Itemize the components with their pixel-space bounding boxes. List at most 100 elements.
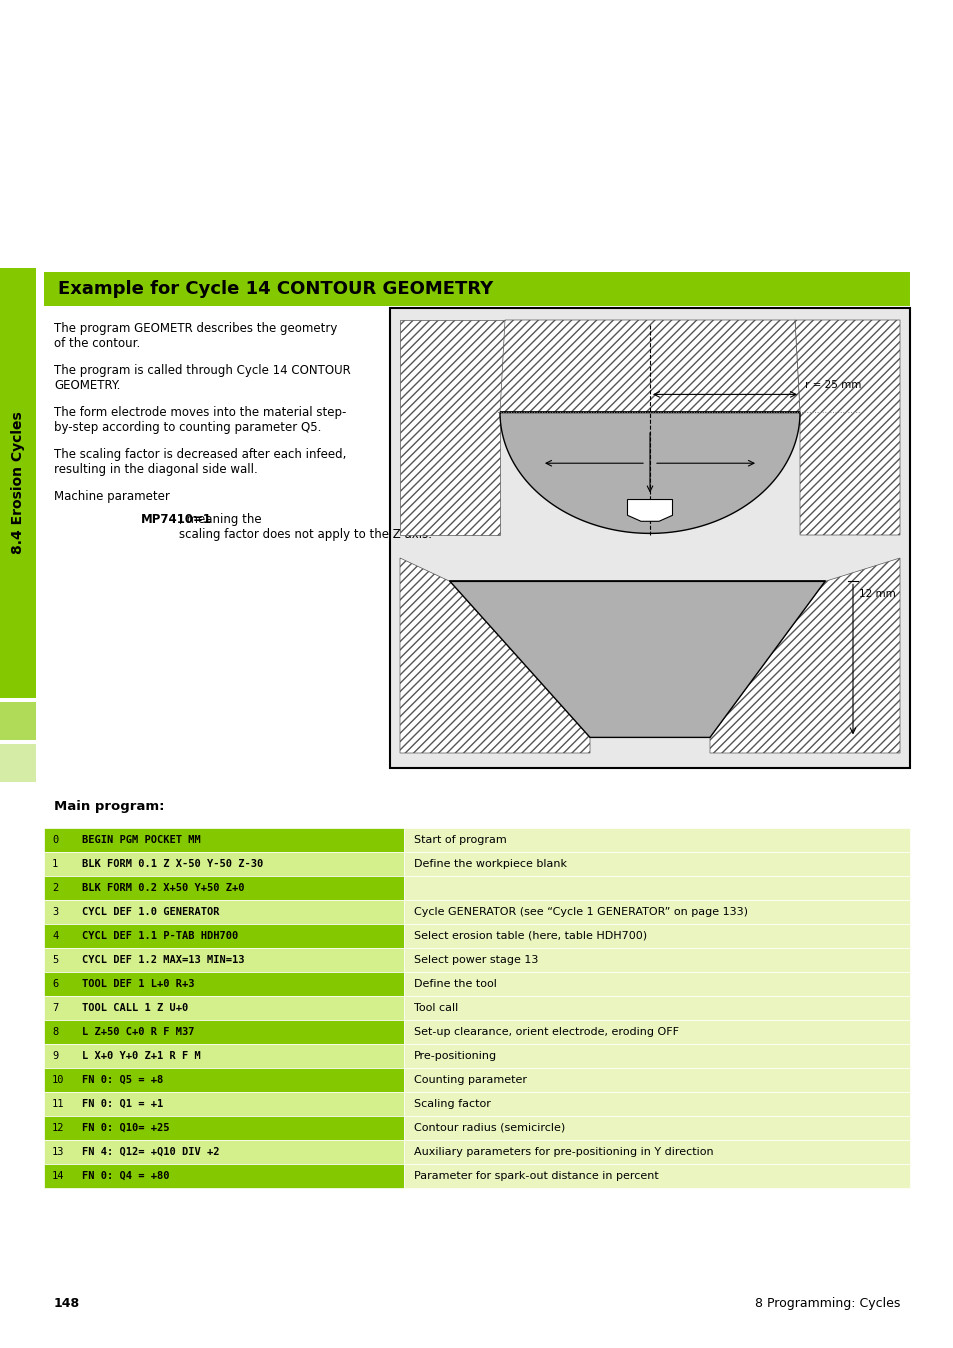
- Bar: [44, 876, 403, 900]
- Bar: [44, 972, 403, 996]
- Bar: [44, 948, 403, 972]
- Text: BLK FORM 0.1 Z X-50 Y-50 Z-30: BLK FORM 0.1 Z X-50 Y-50 Z-30: [82, 859, 263, 869]
- Polygon shape: [499, 412, 800, 534]
- Polygon shape: [794, 319, 899, 535]
- Text: Define the tool: Define the tool: [414, 979, 497, 989]
- Bar: [390, 307, 909, 768]
- Text: 3: 3: [52, 907, 58, 917]
- Text: The program GEOMETR describes the geometry
of the contour.: The program GEOMETR describes the geomet…: [54, 322, 337, 350]
- Text: 8: 8: [52, 1027, 58, 1037]
- Text: CYCL DEF 1.2 MAX=13 MIN=13: CYCL DEF 1.2 MAX=13 MIN=13: [82, 954, 244, 965]
- Text: CYCL DEF 1.0 GENERATOR: CYCL DEF 1.0 GENERATOR: [82, 907, 219, 917]
- Text: L Z+50 C+0 R F M37: L Z+50 C+0 R F M37: [82, 1027, 194, 1037]
- Text: Example for Cycle 14 CONTOUR GEOMETRY: Example for Cycle 14 CONTOUR GEOMETRY: [58, 280, 493, 298]
- Text: Contour radius (semicircle): Contour radius (semicircle): [414, 1123, 565, 1134]
- Text: 12: 12: [52, 1123, 65, 1134]
- Text: Tool call: Tool call: [414, 1003, 457, 1012]
- Text: Select power stage 13: Select power stage 13: [414, 954, 537, 965]
- Text: The form electrode moves into the material step-
by-step according to counting p: The form electrode moves into the materi…: [54, 406, 346, 434]
- Text: 10: 10: [52, 1074, 65, 1085]
- Bar: [44, 828, 403, 852]
- Text: 11: 11: [52, 1099, 65, 1109]
- Text: 2: 2: [52, 883, 58, 892]
- Text: BLK FORM 0.2 X+50 Y+50 Z+0: BLK FORM 0.2 X+50 Y+50 Z+0: [82, 883, 244, 892]
- Text: Counting parameter: Counting parameter: [414, 1074, 526, 1085]
- Bar: [403, 1165, 909, 1188]
- Text: Auxiliary parameters for pre-positioning in Y direction: Auxiliary parameters for pre-positioning…: [414, 1147, 713, 1157]
- Bar: [44, 1165, 403, 1188]
- Text: Select erosion table (here, table HDH700): Select erosion table (here, table HDH700…: [414, 931, 646, 941]
- Text: 12 mm: 12 mm: [858, 589, 895, 600]
- Bar: [403, 972, 909, 996]
- Text: Define the workpiece blank: Define the workpiece blank: [414, 859, 566, 869]
- Text: 8 Programming: Cycles: 8 Programming: Cycles: [754, 1297, 899, 1310]
- Text: 8.4 Erosion Cycles: 8.4 Erosion Cycles: [11, 411, 25, 554]
- Bar: [403, 876, 909, 900]
- Bar: [403, 1043, 909, 1068]
- Bar: [44, 996, 403, 1020]
- Text: FN 0: Q4 = +80: FN 0: Q4 = +80: [82, 1171, 170, 1181]
- Bar: [44, 923, 403, 948]
- Text: TOOL CALL 1 Z U+0: TOOL CALL 1 Z U+0: [82, 1003, 188, 1012]
- Bar: [44, 900, 403, 923]
- Text: The program is called through Cycle 14 CONTOUR
GEOMETRY.: The program is called through Cycle 14 C…: [54, 364, 351, 392]
- Text: 4: 4: [52, 931, 58, 941]
- Polygon shape: [499, 319, 800, 412]
- Text: Pre-positioning: Pre-positioning: [414, 1051, 497, 1061]
- Bar: [0, 744, 36, 782]
- Bar: [0, 268, 36, 698]
- Text: FN 0: Q1 = +1: FN 0: Q1 = +1: [82, 1099, 163, 1109]
- Text: r = 25 mm: r = 25 mm: [804, 380, 861, 391]
- Bar: [403, 948, 909, 972]
- Bar: [403, 1140, 909, 1165]
- Bar: [403, 1092, 909, 1116]
- Text: FN 4: Q12= +Q10 DIV +2: FN 4: Q12= +Q10 DIV +2: [82, 1147, 219, 1157]
- Text: FN 0: Q10= +25: FN 0: Q10= +25: [82, 1123, 170, 1134]
- Text: 7: 7: [52, 1003, 58, 1012]
- Bar: [44, 1020, 403, 1043]
- Text: FN 0: Q5 = +8: FN 0: Q5 = +8: [82, 1074, 163, 1085]
- Bar: [44, 1043, 403, 1068]
- Polygon shape: [399, 558, 589, 754]
- Bar: [403, 1020, 909, 1043]
- Bar: [403, 852, 909, 876]
- Bar: [44, 1068, 403, 1092]
- Bar: [0, 702, 36, 740]
- Text: TOOL DEF 1 L+0 R+3: TOOL DEF 1 L+0 R+3: [82, 979, 194, 989]
- Text: Main program:: Main program:: [54, 799, 164, 813]
- Text: 9: 9: [52, 1051, 58, 1061]
- Bar: [44, 1116, 403, 1140]
- Text: MP7410=1: MP7410=1: [140, 514, 212, 526]
- Text: CYCL DEF 1.1 P-TAB HDH700: CYCL DEF 1.1 P-TAB HDH700: [82, 931, 238, 941]
- Text: Cycle GENERATOR (see “Cycle 1 GENERATOR” on page 133): Cycle GENERATOR (see “Cycle 1 GENERATOR”…: [414, 907, 747, 917]
- Text: , meaning the
scaling factor does not apply to the Z axis.: , meaning the scaling factor does not ap…: [178, 514, 432, 541]
- Text: Scaling factor: Scaling factor: [414, 1099, 491, 1109]
- Text: Parameter for spark-out distance in percent: Parameter for spark-out distance in perc…: [414, 1171, 659, 1181]
- Text: Start of program: Start of program: [414, 834, 506, 845]
- Text: 1: 1: [52, 859, 58, 869]
- Text: L X+0 Y+0 Z+1 R F M: L X+0 Y+0 Z+1 R F M: [82, 1051, 200, 1061]
- Text: 5: 5: [52, 954, 58, 965]
- Text: 14: 14: [52, 1171, 65, 1181]
- Polygon shape: [709, 558, 899, 754]
- Text: The scaling factor is decreased after each infeed,
resulting in the diagonal sid: The scaling factor is decreased after ea…: [54, 448, 346, 476]
- Bar: [44, 272, 909, 306]
- Bar: [403, 996, 909, 1020]
- Polygon shape: [627, 500, 672, 522]
- Polygon shape: [450, 581, 824, 737]
- Polygon shape: [399, 319, 504, 535]
- Bar: [403, 1068, 909, 1092]
- Bar: [403, 900, 909, 923]
- Bar: [44, 1140, 403, 1165]
- Text: Machine parameter: Machine parameter: [54, 491, 173, 503]
- Text: 6: 6: [52, 979, 58, 989]
- Bar: [403, 828, 909, 852]
- Bar: [44, 852, 403, 876]
- Bar: [403, 1116, 909, 1140]
- Text: 0: 0: [52, 834, 58, 845]
- Text: BEGIN PGM POCKET MM: BEGIN PGM POCKET MM: [82, 834, 200, 845]
- Text: Set-up clearance, orient electrode, eroding OFF: Set-up clearance, orient electrode, erod…: [414, 1027, 679, 1037]
- Text: 148: 148: [54, 1297, 80, 1310]
- Text: 13: 13: [52, 1147, 65, 1157]
- Bar: [44, 1092, 403, 1116]
